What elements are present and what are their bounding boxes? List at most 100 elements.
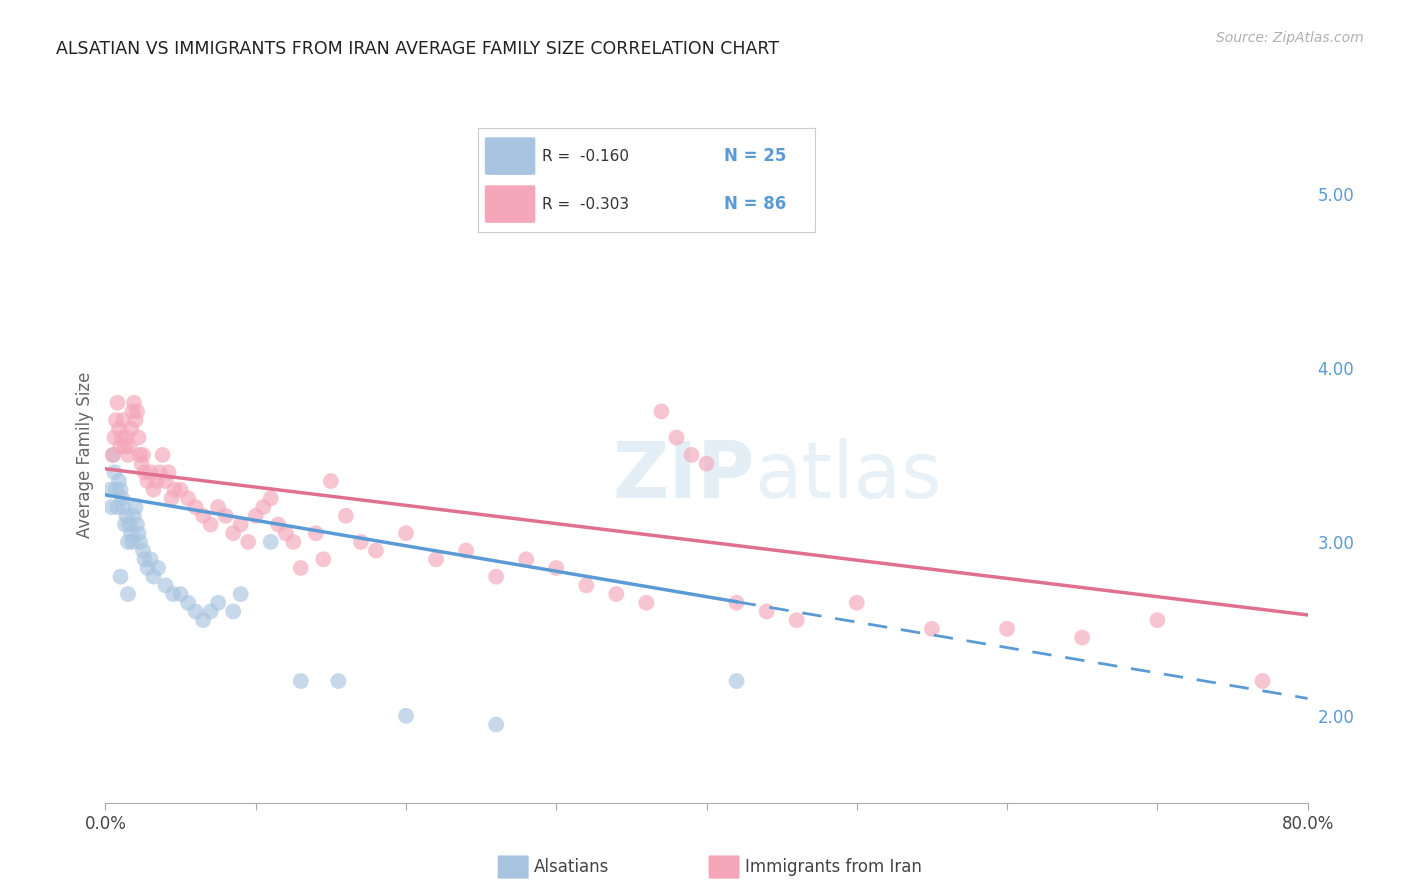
Point (111, 491, 134, 506)
Point (129, 535, 152, 549)
Point (110, 483, 132, 497)
Point (222, 605, 245, 619)
Point (319, 474, 342, 488)
Point (305, 526, 328, 541)
Point (395, 708, 418, 723)
Point (114, 439, 136, 453)
Text: ZIP: ZIP (613, 438, 755, 514)
Point (121, 404, 143, 418)
Point (364, 543, 387, 558)
Point (290, 561, 312, 575)
Point (115, 431, 138, 445)
Point (169, 587, 191, 601)
Point (121, 535, 143, 549)
Point (207, 596, 229, 610)
Point (155, 474, 177, 488)
Point (104, 483, 127, 497)
Point (995, 622, 1018, 636)
Point (125, 404, 148, 418)
Point (146, 561, 169, 575)
Point (665, 431, 688, 445)
Point (207, 500, 229, 514)
Point (222, 526, 245, 541)
Point (160, 491, 183, 506)
Text: N = 25: N = 25 (724, 147, 786, 165)
Point (117, 448, 139, 462)
Point (200, 517, 222, 532)
Point (184, 605, 207, 619)
Point (245, 508, 267, 523)
Point (845, 596, 868, 610)
Point (98, 483, 121, 497)
Point (274, 526, 297, 541)
Point (1146, 613, 1168, 627)
Point (229, 517, 252, 532)
Point (139, 466, 162, 480)
Point (112, 500, 135, 514)
Point (157, 466, 180, 480)
Point (120, 526, 142, 541)
Point (120, 422, 142, 436)
Point (142, 570, 165, 584)
Point (395, 526, 418, 541)
Point (108, 474, 131, 488)
Point (200, 605, 222, 619)
Point (139, 552, 162, 566)
FancyBboxPatch shape (485, 137, 536, 175)
Point (485, 717, 508, 731)
Point (184, 500, 207, 514)
FancyBboxPatch shape (485, 186, 536, 223)
Point (260, 491, 283, 506)
Point (786, 613, 808, 627)
Point (515, 552, 537, 566)
Point (124, 500, 146, 514)
Text: R =  -0.303: R = -0.303 (543, 196, 630, 211)
Point (132, 543, 155, 558)
Point (191, 508, 214, 523)
Point (229, 587, 252, 601)
Point (696, 457, 718, 471)
Point (725, 674, 748, 689)
Point (755, 605, 778, 619)
Point (605, 587, 627, 601)
Point (132, 448, 155, 462)
Point (103, 431, 125, 445)
Point (117, 587, 139, 601)
Point (335, 508, 357, 523)
Point (252, 500, 274, 514)
Point (134, 552, 156, 566)
Point (122, 396, 145, 410)
Text: Immigrants from Iran: Immigrants from Iran (745, 858, 922, 876)
Point (112, 413, 135, 427)
Point (267, 517, 290, 532)
Point (104, 413, 127, 427)
Point (108, 422, 131, 436)
Point (725, 596, 748, 610)
Point (921, 622, 943, 636)
Point (636, 596, 658, 610)
Point (485, 570, 508, 584)
Point (425, 552, 447, 566)
Point (350, 535, 373, 549)
Point (1251, 674, 1274, 689)
Point (115, 508, 138, 523)
Point (136, 561, 159, 575)
Point (128, 526, 150, 541)
Point (163, 483, 186, 497)
Point (328, 674, 350, 689)
Point (125, 517, 148, 532)
Point (134, 466, 156, 480)
Point (650, 404, 672, 418)
Point (100, 500, 122, 514)
Point (145, 474, 167, 488)
Point (142, 483, 165, 497)
Point (312, 552, 335, 566)
Point (456, 543, 478, 558)
Point (148, 466, 170, 480)
Point (155, 578, 177, 592)
Point (169, 483, 191, 497)
Text: ALSATIAN VS IMMIGRANTS FROM IRAN AVERAGE FAMILY SIZE CORRELATION CHART: ALSATIAN VS IMMIGRANTS FROM IRAN AVERAGE… (56, 40, 779, 58)
Point (290, 674, 312, 689)
Point (131, 457, 153, 471)
Point (260, 535, 283, 549)
